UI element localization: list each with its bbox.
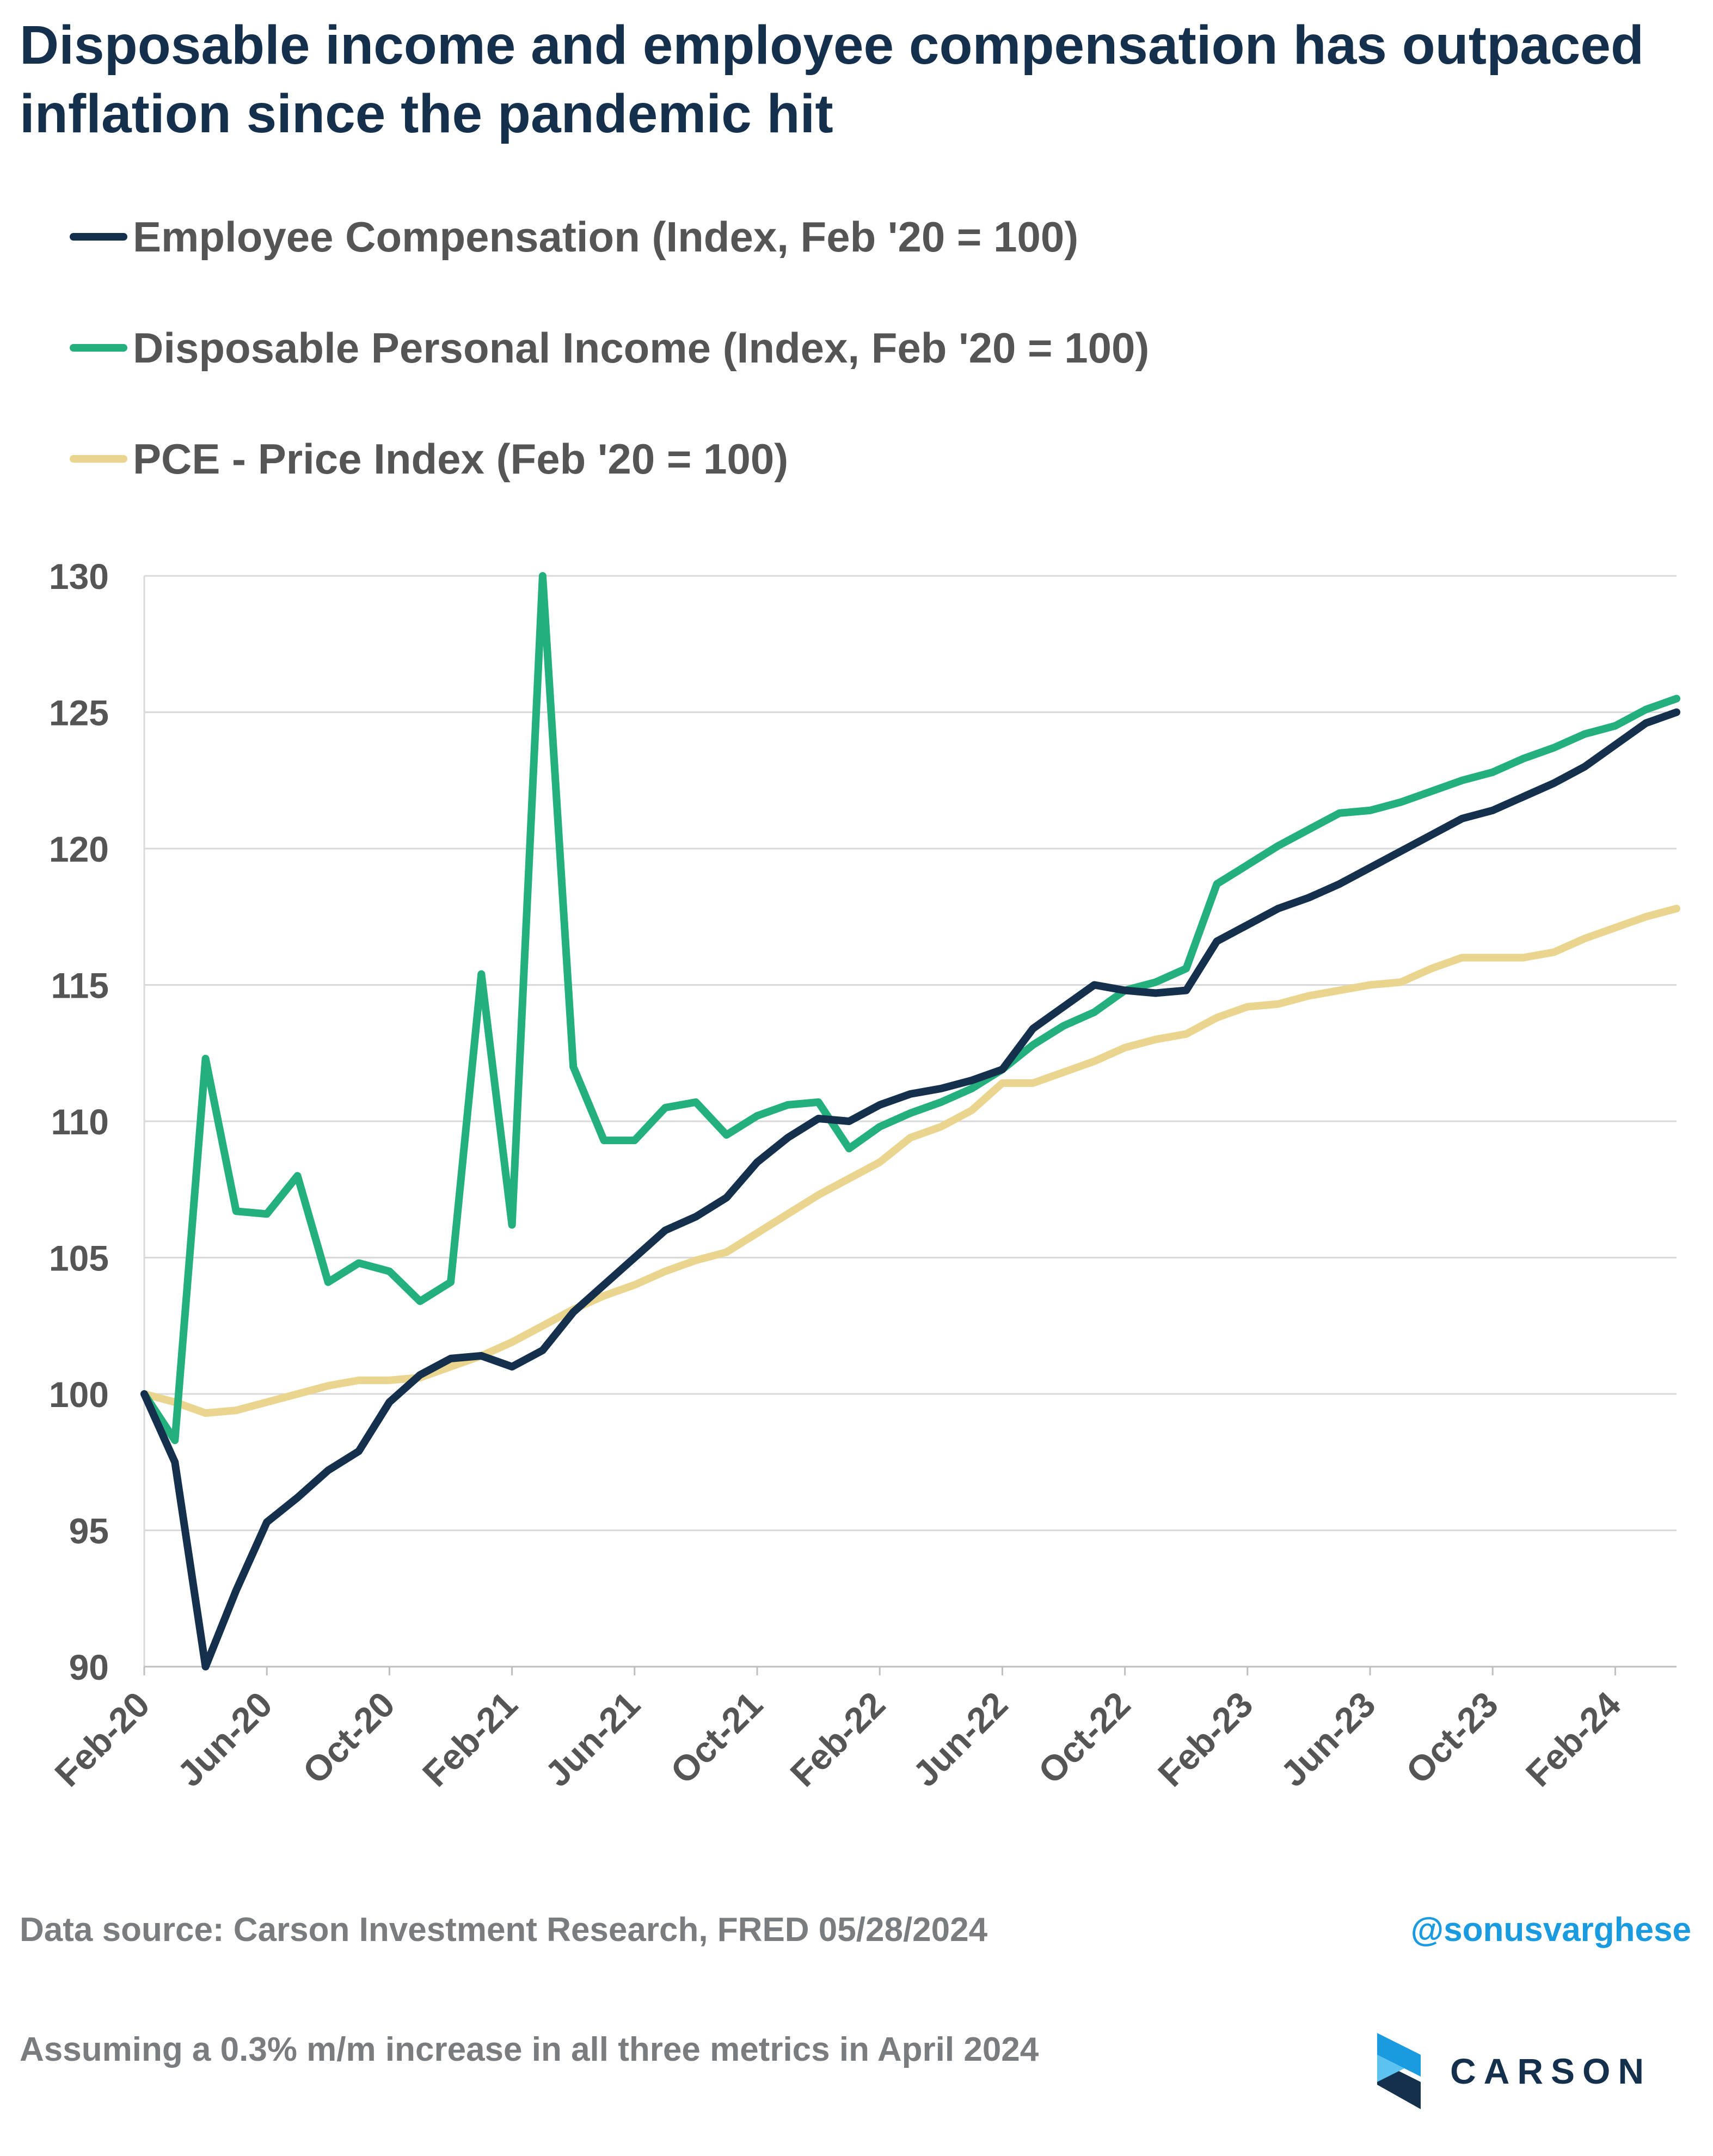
y-tick-label: 105 [49,1238,109,1279]
x-tick-label: Feb-22 [782,1684,893,1795]
x-tick-label: Jun-20 [169,1684,280,1795]
x-tick-label: Feb-24 [1518,1684,1629,1794]
y-tick-label: 130 [49,556,109,597]
x-tick-label: Feb-23 [1150,1684,1261,1795]
y-tick-label: 125 [49,693,109,733]
x-tick-label: Jun-23 [1273,1684,1383,1795]
axes [143,576,1677,1675]
legend-label-pce: PCE - Price Index (Feb '20 = 100) [133,434,789,483]
gridlines [144,575,1677,1668]
y-tick-label: 95 [69,1511,109,1551]
legend-item-pce: PCE - Price Index (Feb '20 = 100) [70,434,788,483]
x-tick-label: Feb-21 [415,1684,525,1795]
legend-item-employee-compensation: Employee Compensation (Index, Feb '20 = … [70,212,1078,261]
x-tick-labels: Feb-20 Jun-20 Oct-20 Feb-21 Jun-21 Oct-21 Feb-… [47,1684,1628,1794]
legend-label-disposable-income: Disposable Personal Income (Index, Feb '… [133,323,1150,372]
assumption-note: Assuming a 0.3% m/m increase in all thre… [20,2031,1039,2068]
carson-wordmark: CARSON [1450,2051,1652,2091]
chart-title: Disposable income and employee compensat… [20,15,1644,144]
series-lines [140,572,1680,1670]
y-tick-label: 110 [51,1102,109,1142]
y-tick-label: 90 [69,1647,109,1687]
x-tick-label: Oct-22 [1030,1684,1138,1792]
x-tick-label: Jun-22 [905,1684,1016,1795]
series-line-disposable-income [140,572,1680,1445]
y-tick-labels: 90 95 100 105 110 115 120 125 130 [49,556,109,1687]
y-tick-label: 120 [49,829,109,869]
author-handle[interactable]: @sonusvarghese [1410,1911,1691,1949]
x-tick-label: Feb-20 [47,1684,157,1795]
series-line-pce [140,905,1680,1417]
legend-label-employee-compensation: Employee Compensation (Index, Feb '20 = … [133,212,1079,261]
y-tick-label: 100 [49,1374,109,1415]
legend-item-disposable-income: Disposable Personal Income (Index, Feb '… [70,323,1149,372]
x-tick-label: Oct-20 [295,1684,403,1792]
data-source-note: Data source: Carson Investment Research,… [20,1911,988,1949]
x-tick-label: Oct-23 [1398,1684,1506,1792]
x-tick-label: Jun-21 [537,1684,648,1795]
x-tick-label: Oct-21 [662,1684,770,1792]
legend-swatch-pce [70,455,127,463]
carson-logo-icon [1377,2033,1421,2109]
legend-swatch-disposable-income [70,344,127,352]
carson-logo: CARSON [1377,2033,1651,2109]
y-tick-label: 115 [51,966,109,1006]
series-line-employee-compensation [140,708,1680,1670]
legend-swatch-employee-compensation [70,233,127,241]
